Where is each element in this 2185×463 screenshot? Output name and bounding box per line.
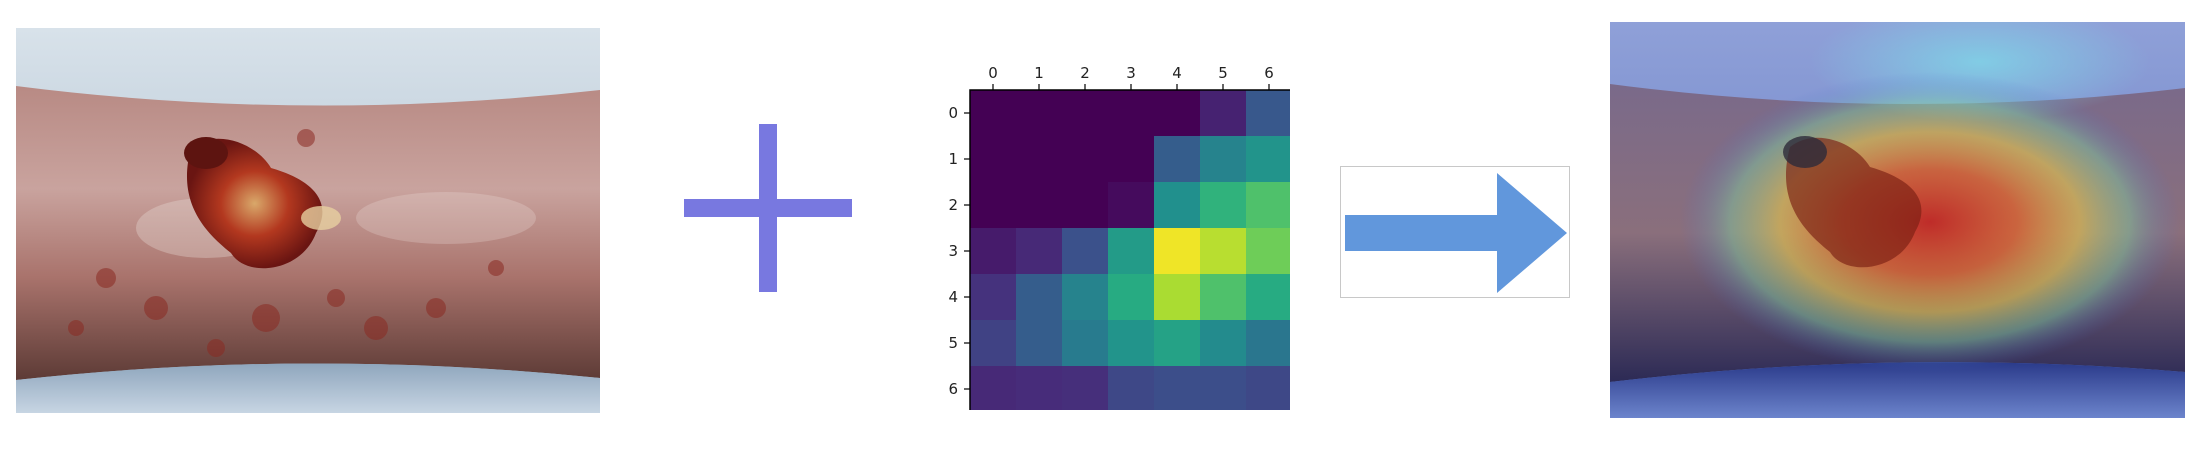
heatmap-cell-6-2 bbox=[1062, 366, 1109, 410]
heatmap-y-ticks: 0 1 2 3 4 5 6 bbox=[948, 104, 970, 398]
x-tick-label: 0 bbox=[988, 64, 998, 82]
heatmap-cell-3-2 bbox=[1062, 228, 1109, 275]
heatmap-cell-0-5 bbox=[1200, 90, 1247, 137]
x-tick-label: 5 bbox=[1218, 64, 1228, 82]
x-tick-label: 1 bbox=[1034, 64, 1044, 82]
heatmap-cell-2-6 bbox=[1246, 182, 1290, 229]
heatmap-cell-5-1 bbox=[1016, 320, 1063, 367]
heatmap-cell-1-4 bbox=[1154, 136, 1201, 183]
heatmap-cell-1-5 bbox=[1200, 136, 1247, 183]
activation-heatmap: 0 1 2 3 4 5 6 0 1 2 3 4 5 6 bbox=[948, 64, 1290, 410]
x-tick-label: 3 bbox=[1126, 64, 1136, 82]
heatmap-cell-5-2 bbox=[1062, 320, 1109, 367]
heatmap-cell-1-6 bbox=[1246, 136, 1290, 183]
heatmap-cell-3-0 bbox=[970, 228, 1017, 275]
heatmap-cell-4-3 bbox=[1108, 274, 1155, 321]
y-tick-label: 0 bbox=[948, 104, 958, 122]
y-tick-label: 4 bbox=[948, 288, 958, 306]
heatmap-cell-3-4 bbox=[1154, 228, 1201, 275]
heatmap-x-ticks: 0 1 2 3 4 5 6 bbox=[988, 64, 1274, 90]
heatmap-cell-2-2 bbox=[1062, 182, 1109, 229]
wound-photo bbox=[16, 28, 600, 413]
heatmap-cell-4-1 bbox=[1016, 274, 1063, 321]
y-tick-label: 6 bbox=[948, 380, 958, 398]
heatmap-cell-5-0 bbox=[970, 320, 1017, 367]
heatmap-cell-3-5 bbox=[1200, 228, 1247, 275]
y-tick-label: 2 bbox=[948, 196, 958, 214]
heatmap-cell-4-2 bbox=[1062, 274, 1109, 321]
heatmap-cell-2-0 bbox=[970, 182, 1017, 229]
heatmap-cell-4-6 bbox=[1246, 274, 1290, 321]
heatmap-cell-0-6 bbox=[1246, 90, 1290, 137]
heatmap-cell-0-3 bbox=[1108, 90, 1155, 137]
arrow-right-icon bbox=[1345, 173, 1567, 293]
arrow-box bbox=[1340, 166, 1570, 298]
heatmap-cell-3-3 bbox=[1108, 228, 1155, 275]
heatmap-cell-6-5 bbox=[1200, 366, 1247, 410]
heatmap-cell-3-6 bbox=[1246, 228, 1290, 275]
heatmap-cell-1-2 bbox=[1062, 136, 1109, 183]
heatmap-cell-1-3 bbox=[1108, 136, 1155, 183]
heatmap-cell-5-6 bbox=[1246, 320, 1290, 367]
overlay-photo-illustration bbox=[1610, 22, 2185, 418]
heatmap-cell-0-0 bbox=[970, 90, 1017, 137]
heatmap-cell-2-3 bbox=[1108, 182, 1155, 229]
heatmap-cell-5-4 bbox=[1154, 320, 1201, 367]
heatmap-cell-6-4 bbox=[1154, 366, 1201, 410]
heatmap-cell-4-0 bbox=[970, 274, 1017, 321]
x-tick-label: 4 bbox=[1172, 64, 1182, 82]
x-tick-label: 6 bbox=[1264, 64, 1274, 82]
overlay-photo bbox=[1610, 22, 2185, 418]
heatmap-cell-1-0 bbox=[970, 136, 1017, 183]
heatmap-cell-0-4 bbox=[1154, 90, 1201, 137]
heatmap-cell-6-6 bbox=[1246, 366, 1290, 410]
heatmap-cell-3-1 bbox=[1016, 228, 1063, 275]
heatmap-cell-0-1 bbox=[1016, 90, 1063, 137]
plus-icon bbox=[684, 124, 852, 292]
heatmap-cell-4-4 bbox=[1154, 274, 1201, 321]
heatmap-cell-6-0 bbox=[970, 366, 1017, 410]
heatmap-cell-2-1 bbox=[1016, 182, 1063, 229]
heatmap-cell-1-1 bbox=[1016, 136, 1063, 183]
heatmap-cell-5-5 bbox=[1200, 320, 1247, 367]
heatmap-cell-6-3 bbox=[1108, 366, 1155, 410]
heatmap-cell-4-5 bbox=[1200, 274, 1247, 321]
y-tick-label: 5 bbox=[948, 334, 958, 352]
x-tick-label: 2 bbox=[1080, 64, 1090, 82]
heatmap-cell-2-4 bbox=[1154, 182, 1201, 229]
y-tick-label: 3 bbox=[948, 242, 958, 260]
wound-photo-illustration bbox=[16, 28, 600, 413]
heatmap-cell-6-1 bbox=[1016, 366, 1063, 410]
heatmap-cell-0-2 bbox=[1062, 90, 1109, 137]
heatmap-cell-2-5 bbox=[1200, 182, 1247, 229]
y-tick-label: 1 bbox=[948, 150, 958, 168]
heatmap-cells bbox=[970, 90, 1290, 410]
heatmap-cell-5-3 bbox=[1108, 320, 1155, 367]
